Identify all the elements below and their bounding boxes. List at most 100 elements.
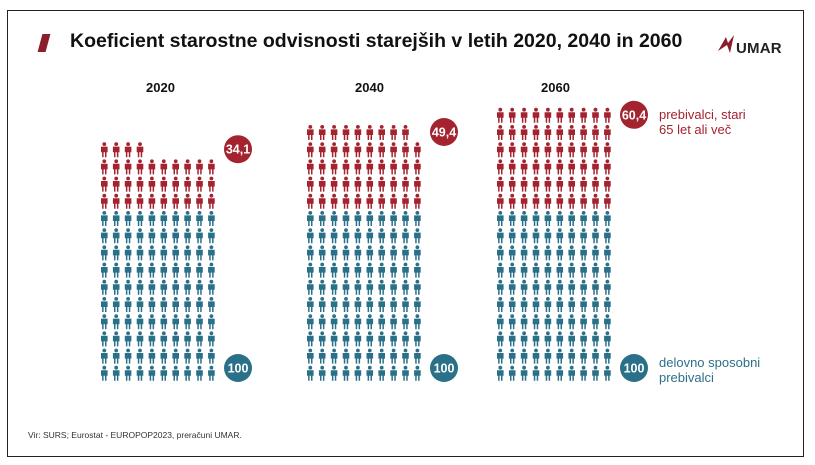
working-icon-2020 — [172, 297, 179, 312]
working-icon-2020 — [112, 245, 120, 261]
working-icon-2060 — [556, 348, 564, 364]
old-icon-2060 — [592, 159, 599, 175]
working-icon-2060 — [604, 262, 611, 278]
old-icon-2020 — [112, 159, 120, 175]
working-icon-2060 — [497, 331, 504, 347]
working-icon-2060 — [497, 365, 504, 381]
working-icon-2060 — [580, 331, 587, 347]
old-icon-2060 — [532, 107, 540, 123]
old-icon-2040 — [354, 159, 362, 175]
working-icon-2060 — [568, 245, 575, 261]
working-icon-2020 — [184, 228, 191, 244]
working-icon-2040 — [390, 279, 397, 295]
working-icon-2060 — [568, 365, 575, 381]
working-icon-2020 — [136, 245, 144, 261]
working-icon-2020 — [160, 348, 168, 364]
old-icon-2060 — [592, 193, 599, 209]
working-icon-2040 — [330, 331, 338, 347]
old-icon-2060 — [520, 142, 528, 158]
working-value-badge-2040-text: 100 — [434, 362, 455, 376]
working-icon-2040 — [342, 348, 350, 364]
old-icon-2060 — [556, 125, 564, 140]
working-icon-2040 — [342, 228, 350, 244]
old-icon-2020 — [101, 142, 108, 158]
working-icon-2060 — [604, 348, 611, 364]
working-icon-2020 — [148, 314, 156, 330]
old-icon-2060 — [544, 142, 552, 158]
working-icon-2040 — [330, 297, 338, 312]
working-icon-2020 — [160, 314, 168, 330]
working-icon-2020 — [124, 297, 132, 312]
working-icon-2020 — [112, 211, 120, 226]
working-icon-2040 — [414, 279, 421, 295]
working-icon-2040 — [378, 348, 385, 364]
legend-working: delovno sposobni prebivalci — [659, 355, 760, 385]
working-icon-2020 — [112, 348, 120, 364]
working-icon-2040 — [318, 228, 326, 244]
working-icon-2060 — [520, 331, 528, 347]
working-icon-2060 — [592, 262, 599, 278]
working-icon-2040 — [390, 297, 397, 312]
working-icon-2020 — [196, 228, 203, 244]
working-icon-2020 — [196, 297, 203, 312]
working-icon-2020 — [124, 228, 132, 244]
working-icon-2020 — [196, 348, 203, 364]
working-icon-2020 — [196, 279, 203, 295]
working-icon-2040 — [366, 331, 374, 347]
old-icon-2060 — [568, 159, 575, 175]
old-value-badge-2020-text: 34,1 — [226, 143, 250, 157]
old-icon-2060 — [532, 193, 540, 209]
working-icon-2040 — [307, 279, 314, 295]
old-icon-2040 — [342, 193, 350, 209]
working-icon-2060 — [544, 331, 552, 347]
working-icon-2040 — [414, 331, 421, 347]
working-icon-2060 — [580, 348, 587, 364]
old-icon-2040 — [378, 193, 385, 209]
working-icon-2020 — [184, 331, 191, 347]
working-icon-2040 — [330, 245, 338, 261]
old-icon-2040 — [378, 176, 385, 192]
working-icon-2040 — [414, 314, 421, 330]
working-icon-2040 — [354, 262, 362, 278]
old-icon-2060 — [580, 107, 587, 123]
working-icon-2040 — [366, 297, 374, 312]
working-icon-2020 — [148, 297, 156, 312]
old-icon-2020 — [136, 193, 144, 209]
working-icon-2020 — [124, 365, 132, 381]
working-icon-2020 — [184, 245, 191, 261]
old-icon-2040 — [390, 193, 397, 209]
old-icon-2020 — [148, 193, 156, 209]
working-icon-2020 — [208, 348, 215, 364]
old-icon-2060 — [532, 176, 540, 192]
working-icon-2060 — [604, 365, 611, 381]
old-icon-2060 — [556, 193, 564, 209]
working-icon-2020 — [148, 279, 156, 295]
old-icon-2060 — [508, 193, 516, 209]
old-icon-2060 — [580, 159, 587, 175]
working-icon-2040 — [390, 262, 397, 278]
working-icon-2040 — [330, 228, 338, 244]
working-icon-2060 — [532, 279, 540, 295]
working-icon-2040 — [330, 262, 338, 278]
old-icon-2040 — [318, 193, 326, 209]
working-icon-2060 — [556, 211, 564, 226]
old-icon-2060 — [580, 193, 587, 209]
working-icon-2060 — [568, 297, 575, 312]
working-icon-2060 — [520, 228, 528, 244]
working-icon-2040 — [318, 314, 326, 330]
working-icon-2040 — [318, 211, 326, 226]
old-icon-2060 — [604, 193, 611, 209]
working-icon-2020 — [136, 331, 144, 347]
working-icon-2020 — [136, 297, 144, 312]
working-icon-2040 — [342, 211, 350, 226]
working-icon-2060 — [508, 348, 516, 364]
working-icon-2040 — [330, 314, 338, 330]
working-icon-2040 — [318, 365, 326, 381]
working-icon-2060 — [580, 262, 587, 278]
old-icon-2020 — [172, 193, 179, 209]
working-icon-2040 — [318, 297, 326, 312]
working-icon-2040 — [342, 314, 350, 330]
working-icon-2060 — [544, 314, 552, 330]
working-icon-2020 — [124, 211, 132, 226]
